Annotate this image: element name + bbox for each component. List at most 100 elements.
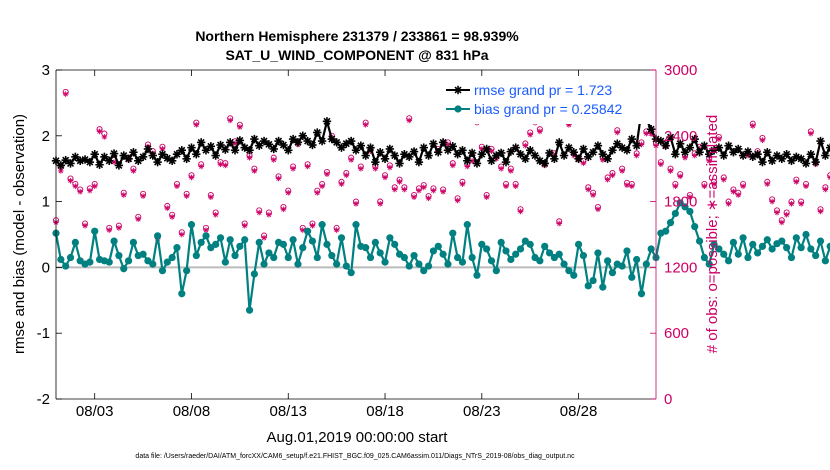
bias-point — [168, 253, 176, 262]
bias-point — [545, 249, 554, 257]
bias-point — [255, 238, 263, 246]
rmse-point — [821, 151, 830, 160]
rmse-point — [395, 159, 404, 168]
rmse-point — [279, 140, 288, 150]
rmse-point — [724, 141, 733, 150]
rmse-point — [134, 156, 143, 166]
rmse-point — [284, 146, 293, 155]
right-y-axis: 0 600 1200 1800 2400 3000 — [650, 62, 697, 408]
obs-assimilated-point — [275, 175, 282, 182]
bias-point — [241, 236, 249, 244]
bias-point — [608, 269, 617, 277]
bias-point — [110, 237, 118, 245]
data-file-footnote: data file: /Users/raeder/DAI/ATM_forcXX/… — [135, 453, 575, 460]
obs-assimilated-point — [72, 183, 79, 190]
rmse-point — [801, 159, 811, 168]
rmse-point — [361, 151, 370, 160]
rmse-point — [671, 150, 680, 159]
obs-assimilated-point — [522, 142, 529, 149]
legend-box — [441, 76, 655, 124]
bias-point — [381, 258, 389, 266]
obs-assimilated-point — [246, 154, 253, 161]
bias-point — [642, 260, 650, 268]
left-tick-label: 2 — [42, 128, 50, 145]
obs-assimilated-point — [774, 209, 780, 216]
obs-assimilated-point — [227, 117, 233, 124]
obs-assimilated-point — [503, 183, 509, 190]
rmse-point — [472, 159, 482, 168]
rmse-point — [346, 136, 356, 146]
rmse-point — [661, 141, 670, 150]
bias-point — [700, 253, 708, 262]
obs-assimilated-point — [595, 206, 601, 213]
obs-assimilated-point — [87, 187, 93, 194]
bias-point — [623, 247, 631, 255]
rmse-point — [317, 136, 327, 146]
bias-point — [579, 251, 588, 260]
obs-assimilated-point — [580, 160, 587, 167]
rmse-point — [758, 157, 767, 167]
bias-point — [536, 257, 544, 265]
bias-point — [216, 234, 225, 242]
obs-assimilated-point — [353, 200, 359, 207]
rmse-point — [763, 148, 772, 157]
bias-point — [57, 255, 65, 264]
bias-point — [154, 232, 162, 240]
obs-assimilated-point — [362, 122, 369, 128]
rmse-point — [690, 134, 699, 144]
obs-assimilated-point — [183, 193, 190, 199]
rmse-point — [632, 141, 641, 150]
obs-assimilated-point — [212, 211, 219, 218]
bias-point — [507, 255, 515, 264]
obs-assimilated-point — [261, 234, 267, 241]
obs-assimilated-point — [735, 192, 742, 198]
obs-assimilated-point — [58, 168, 64, 174]
rmse-point — [559, 151, 569, 160]
obs-assimilated-point — [440, 188, 446, 195]
bias-point — [120, 265, 128, 273]
right-tick-label: 1800 — [664, 194, 697, 211]
bias-point — [715, 245, 723, 253]
rmse-point — [177, 146, 187, 155]
rmse-point — [143, 144, 153, 154]
bias-point — [405, 262, 413, 270]
obs-assimilated-point — [779, 219, 785, 226]
bias-point — [439, 250, 447, 258]
rmse-point — [463, 156, 472, 166]
obs-assimilated-point — [822, 186, 829, 193]
obs-assimilated-point — [706, 158, 713, 164]
bias-point — [366, 253, 375, 262]
bias-point — [797, 244, 805, 252]
bias-point — [158, 267, 167, 275]
bias-point — [763, 236, 771, 244]
bias-point — [734, 250, 742, 258]
rmse-point — [366, 143, 375, 152]
obs-assimilated-point — [358, 165, 364, 172]
obs-assimilated-point — [677, 173, 683, 180]
obs-assimilated-point — [401, 186, 408, 193]
obs-assimilated-point — [667, 168, 674, 174]
rmse-point — [414, 157, 424, 167]
obs-assimilated-point — [348, 157, 354, 163]
obs-assimilated-point — [783, 211, 790, 218]
obs-assimilated-point — [416, 187, 422, 194]
obs-possible-point — [827, 172, 830, 179]
obs-assimilated-point — [764, 181, 771, 187]
bias-point — [816, 237, 825, 245]
x-axis: 08/03 08/08 08/13 08/18 08/23 08/28 — [76, 70, 597, 420]
bias-point — [458, 258, 467, 266]
rmse-point — [167, 156, 177, 166]
bias-point — [744, 253, 752, 262]
rmse-point — [825, 143, 830, 152]
bias-point — [236, 242, 244, 250]
bias-point — [386, 234, 394, 242]
obs-assimilated-point — [691, 152, 698, 159]
bias-point — [783, 244, 791, 252]
left-tick-label: 1 — [42, 194, 50, 211]
obs-assimilated-point — [193, 122, 200, 128]
bias-point — [555, 250, 563, 258]
bias-point — [308, 237, 317, 245]
bias-point — [826, 242, 830, 250]
bias-point — [633, 255, 641, 264]
